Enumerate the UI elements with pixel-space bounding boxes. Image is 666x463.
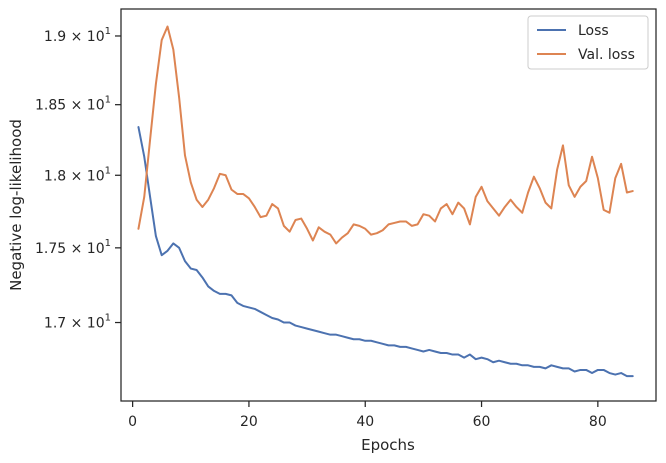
plot-background [121, 9, 656, 401]
legend: Loss Val. loss [527, 15, 649, 70]
series-line-val-loss [137, 25, 634, 245]
y-tick-label: 1.9 × 101 [44, 26, 111, 45]
series-layer [137, 25, 634, 378]
x-axis: 0 20 40 60 80 [128, 401, 607, 430]
x-axis-label: Epochs [361, 436, 415, 454]
x-tick-label: 0 [128, 414, 137, 430]
y-tick-label: 1.7 × 101 [44, 313, 111, 332]
legend-label-loss: Loss [578, 23, 609, 39]
y-tick-label: 1.85 × 101 [35, 95, 111, 114]
y-axis-label: Negative log-likelihood [7, 119, 25, 291]
y-tick-label: 1.75 × 101 [35, 238, 111, 257]
x-tick-label: 40 [356, 414, 374, 430]
y-axis: 1.7 × 101 1.75 × 101 1.8 × 101 1.85 × 101 1.… [35, 26, 121, 332]
x-tick-label: 60 [473, 414, 491, 430]
x-tick-label: 20 [240, 414, 258, 430]
plot-frame [120, 8, 657, 402]
x-tick-label: 80 [589, 414, 607, 430]
legend-label-val-loss: Val. loss [578, 47, 635, 63]
series-line-loss [137, 126, 634, 378]
y-tick-label: 1.8 × 101 [44, 165, 111, 184]
